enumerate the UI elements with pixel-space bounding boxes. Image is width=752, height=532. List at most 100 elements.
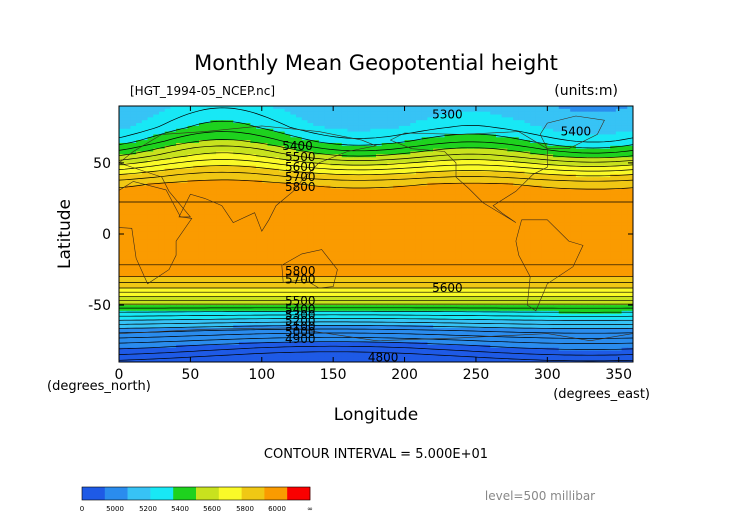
field-cell bbox=[261, 154, 269, 158]
field-cell bbox=[593, 134, 600, 138]
field-cell bbox=[324, 208, 331, 212]
field-cell bbox=[558, 123, 566, 127]
field-cell bbox=[198, 205, 206, 209]
field-cell bbox=[376, 208, 383, 212]
field-cell bbox=[535, 239, 543, 244]
field-cell bbox=[227, 111, 234, 116]
field-cell bbox=[256, 191, 263, 195]
field-cell bbox=[244, 219, 251, 224]
field-cell bbox=[330, 256, 337, 261]
field-cell bbox=[187, 117, 194, 121]
field-cell bbox=[290, 125, 297, 130]
field-cell bbox=[227, 140, 234, 144]
field-cell bbox=[216, 137, 223, 141]
field-cell bbox=[455, 253, 463, 258]
field-cell bbox=[627, 106, 633, 110]
field-cell bbox=[187, 225, 194, 229]
field-cell bbox=[318, 174, 326, 178]
field-cell bbox=[267, 236, 274, 241]
field-cell bbox=[604, 245, 611, 249]
field-cell bbox=[307, 106, 314, 110]
field-cell bbox=[336, 145, 343, 150]
field-cell bbox=[284, 256, 291, 261]
field-cell bbox=[570, 114, 577, 118]
field-cell bbox=[307, 140, 314, 144]
field-cell bbox=[444, 145, 451, 150]
field-cell bbox=[507, 174, 514, 178]
field-cell bbox=[547, 205, 554, 209]
field-cell bbox=[267, 242, 274, 246]
field-cell bbox=[273, 222, 280, 227]
field-cell bbox=[164, 142, 171, 147]
field-cell bbox=[473, 120, 480, 124]
field-cell bbox=[541, 131, 548, 136]
field-cell bbox=[364, 120, 371, 124]
field-cell bbox=[415, 128, 423, 133]
field-cell bbox=[290, 251, 297, 255]
field-cell bbox=[484, 182, 491, 187]
field-cell bbox=[467, 191, 474, 195]
field-cell bbox=[570, 117, 577, 121]
field-cell bbox=[347, 179, 354, 184]
field-cell bbox=[136, 214, 143, 218]
field-cell bbox=[370, 125, 377, 130]
field-cell bbox=[535, 145, 543, 150]
field-cell bbox=[370, 165, 377, 170]
field-cell bbox=[318, 199, 326, 204]
field-cell bbox=[627, 125, 633, 130]
field-cell bbox=[376, 174, 383, 178]
field-cell bbox=[376, 202, 383, 207]
field-cell bbox=[238, 160, 246, 164]
field-cell bbox=[575, 120, 583, 124]
field-cell bbox=[587, 242, 594, 246]
field-cell bbox=[575, 208, 583, 212]
field-cell bbox=[587, 177, 594, 181]
field-cell bbox=[535, 134, 543, 138]
field-cell bbox=[296, 111, 303, 116]
field-cell bbox=[198, 179, 206, 184]
field-cell bbox=[593, 157, 600, 161]
field-cell bbox=[353, 157, 360, 161]
field-cell bbox=[181, 242, 189, 246]
field-cell bbox=[461, 202, 468, 207]
field-cell bbox=[347, 168, 354, 173]
field-cell bbox=[119, 123, 126, 127]
field-cell bbox=[581, 228, 588, 232]
field-cell bbox=[353, 142, 360, 147]
field-cell bbox=[244, 157, 251, 161]
field-cell bbox=[250, 191, 257, 195]
field-cell bbox=[495, 140, 503, 144]
field-cell bbox=[204, 202, 211, 207]
field-cell bbox=[427, 182, 434, 187]
field-cell bbox=[518, 120, 526, 124]
field-cell bbox=[376, 199, 383, 204]
field-cell bbox=[604, 197, 611, 201]
field-cell bbox=[193, 157, 200, 161]
field-cell bbox=[627, 191, 633, 195]
field-cell bbox=[198, 231, 206, 235]
field-cell bbox=[347, 157, 354, 161]
field-cell bbox=[353, 259, 360, 264]
field-cell bbox=[204, 208, 211, 212]
field-cell bbox=[610, 168, 617, 173]
field-cell bbox=[518, 148, 526, 153]
field-cell bbox=[450, 214, 457, 218]
field-cell bbox=[216, 188, 223, 192]
field-cell bbox=[433, 208, 440, 212]
field-cell bbox=[615, 248, 623, 252]
field-cell bbox=[495, 236, 503, 241]
field-cell bbox=[233, 208, 240, 212]
field-cell bbox=[564, 222, 571, 227]
field-cell bbox=[541, 165, 548, 170]
field-cell bbox=[147, 182, 154, 187]
field-cell bbox=[347, 131, 354, 136]
field-cell bbox=[610, 228, 617, 232]
field-cell bbox=[147, 228, 154, 232]
field-cell bbox=[547, 177, 554, 181]
field-cell bbox=[256, 171, 263, 175]
field-cell bbox=[581, 111, 588, 116]
field-cell bbox=[370, 205, 377, 209]
field-cell bbox=[250, 160, 257, 164]
field-cell bbox=[387, 219, 394, 224]
field-cell bbox=[575, 234, 583, 238]
